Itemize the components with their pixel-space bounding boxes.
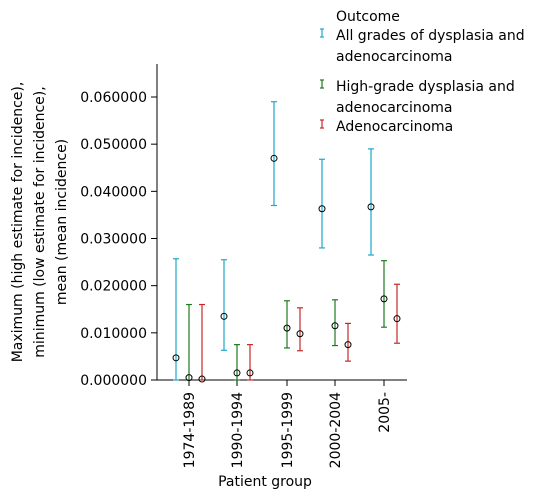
y-tick-label: 0.010000 — [80, 326, 147, 342]
y-tick-label: 0.000000 — [80, 373, 147, 389]
error-bar — [234, 344, 240, 381]
legend-symbol — [320, 119, 324, 129]
x-ticks: 1974-1989 1990-1994 1995-1999 2000-2004 2005… — [182, 380, 393, 468]
error-bar — [284, 300, 290, 349]
legend: Outcome All grades of dysplasia and adenoc… — [320, 9, 525, 135]
mean-point — [296, 330, 304, 338]
legend-symbol — [320, 28, 324, 38]
mean-point — [220, 312, 228, 320]
x-tick-label: 1995-1999 — [280, 392, 296, 468]
y-tick-label: 0.030000 — [80, 232, 147, 248]
x-tick-label: 1990-1994 — [230, 392, 246, 468]
error-bar — [221, 259, 227, 351]
mean-point — [172, 354, 180, 362]
error-bar — [186, 303, 192, 381]
legend-symbol — [320, 79, 324, 89]
legend-entry-label: All grades of dysplasia and — [336, 28, 525, 44]
mean-point — [198, 375, 206, 383]
error-bar — [368, 148, 374, 256]
y-tick-label: 0.060000 — [80, 90, 147, 106]
error-bar — [345, 322, 351, 362]
error-bar — [173, 258, 179, 381]
error-bar — [381, 260, 387, 328]
x-tick-label: 2005- — [377, 392, 393, 433]
y-tick-label: 0.040000 — [80, 184, 147, 200]
y-ticks: 0.000000 0.010000 0.020000 0.030000 0.040000… — [80, 90, 157, 389]
x-tick-label: 2000-2004 — [328, 392, 344, 468]
mean-point — [233, 369, 241, 377]
mean-point — [283, 324, 291, 332]
mean-point — [246, 369, 254, 377]
error-bar — [297, 307, 303, 352]
y-axis-label: Maximum (high estimate for incidence), mi… — [10, 82, 70, 363]
x-tick-label: 1974-1989 — [182, 392, 198, 468]
error-bar — [247, 344, 253, 381]
mean-point — [331, 322, 339, 330]
legend-entry-label: High-grade dysplasia and — [336, 79, 515, 95]
legend-entry-label: adenocarcinoma — [336, 49, 452, 65]
y-tick-label: 0.050000 — [80, 137, 147, 153]
error-bar — [319, 158, 325, 249]
x-axis-label: Patient group — [218, 474, 312, 490]
y-axis-label-line: minimum (low estimate for incidence), — [32, 86, 48, 357]
mean-point — [185, 374, 193, 382]
y-tick-label: 0.020000 — [80, 279, 147, 295]
mean-point — [367, 203, 375, 211]
error-bar — [394, 283, 400, 344]
mean-point — [344, 341, 352, 349]
legend-entry-label: adenocarcinoma — [336, 100, 452, 116]
mean-point — [270, 154, 278, 162]
data-marks — [172, 101, 401, 383]
mean-point — [318, 205, 326, 213]
legend-title: Outcome — [336, 9, 400, 25]
error-bar — [271, 101, 277, 207]
mean-point — [380, 295, 388, 303]
mean-point — [393, 315, 401, 323]
y-axis-label-line: mean (mean incidence) — [54, 139, 70, 305]
legend-entry-label: Adenocarcinoma — [336, 119, 453, 135]
error-bar — [199, 303, 205, 381]
y-axis-label-line: Maximum (high estimate for incidence), — [10, 82, 26, 363]
